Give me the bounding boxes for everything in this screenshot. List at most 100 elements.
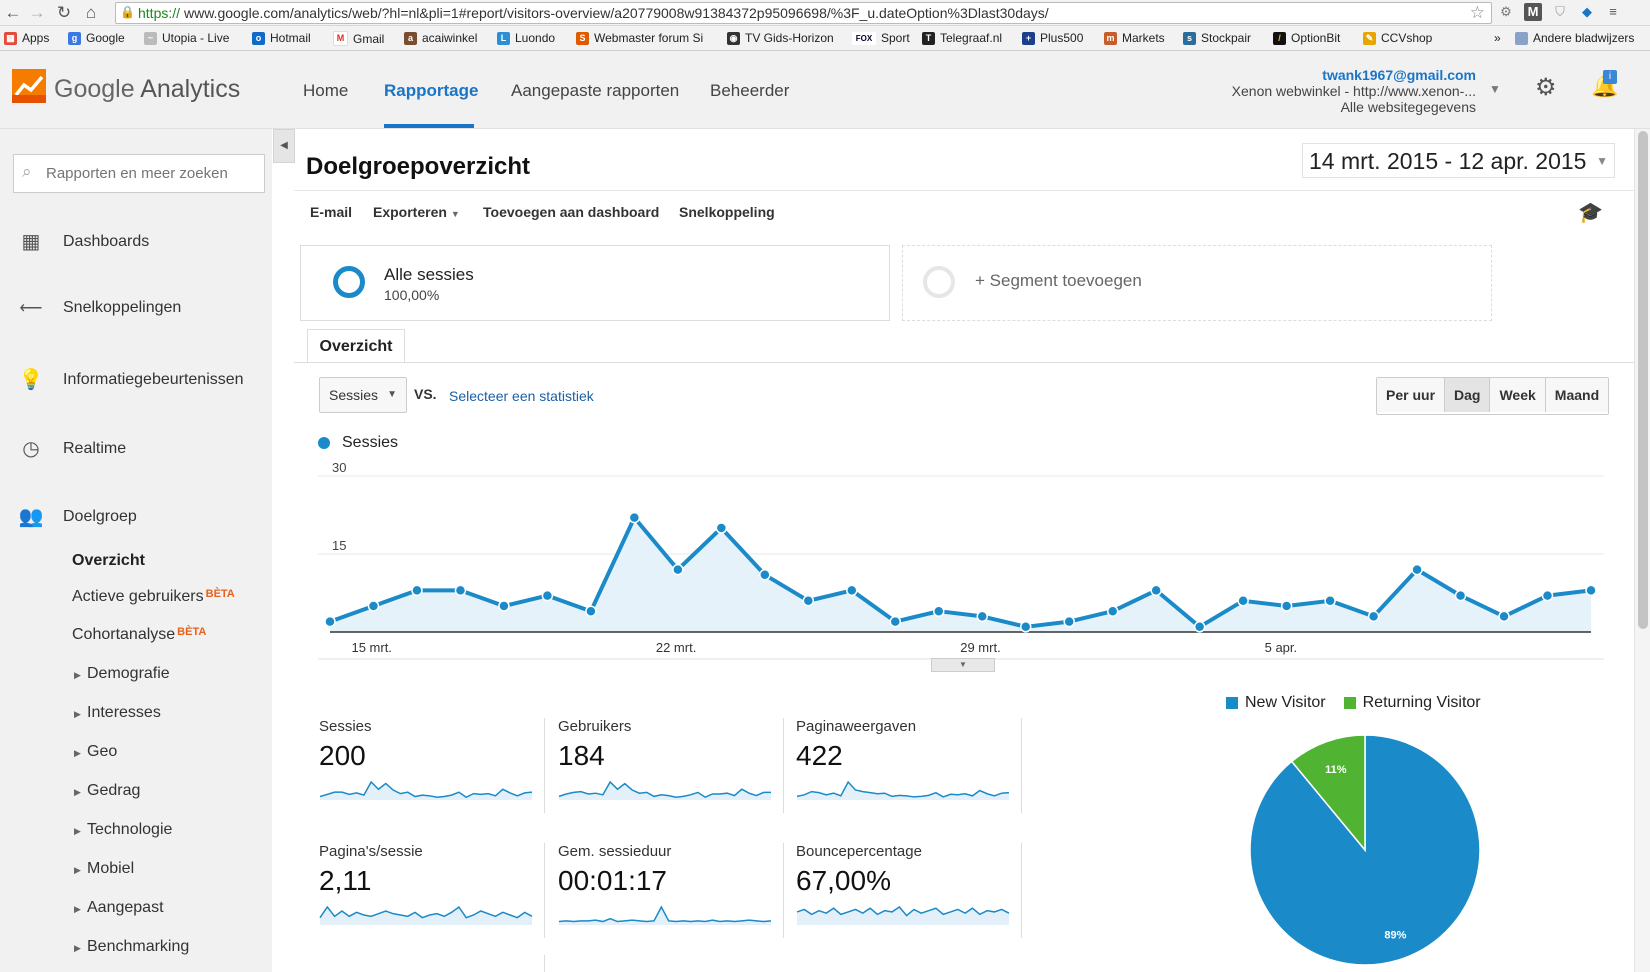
address-bar[interactable]: 🔒 https:// www.google.com/analytics/web/…	[115, 2, 1492, 24]
data-point[interactable]	[1106, 605, 1119, 617]
data-point[interactable]	[1411, 563, 1423, 576]
sidebar-collapse-icon[interactable]: ◀	[273, 129, 295, 163]
sidebar-item-geo[interactable]: Geo	[87, 743, 118, 760]
data-point[interactable]	[1150, 584, 1162, 597]
bookmark-plus500[interactable]: + Plus500	[1022, 31, 1083, 45]
bookmark-webmaster-forum[interactable]: S Webmaster forum Si	[576, 31, 703, 45]
data-point[interactable]	[498, 600, 510, 612]
kpi-avg-session-duration[interactable]: Gem. sessieduur 00:01:17	[558, 843, 783, 953]
data-point[interactable]	[802, 595, 815, 607]
data-point[interactable]	[454, 584, 467, 597]
shortcut-button[interactable]: Snelkoppeling	[679, 204, 775, 220]
nav-beheerder[interactable]: Beheerder	[710, 81, 790, 100]
bookmark-google[interactable]: g Google	[68, 31, 125, 45]
bookmark-gmail[interactable]: M Gmail	[333, 31, 384, 46]
data-point[interactable]	[367, 600, 380, 612]
data-point[interactable]	[1585, 584, 1597, 597]
account-dropdown-icon[interactable]: ▼	[1489, 82, 1501, 96]
bookmark-stockpair[interactable]: s Stockpair	[1183, 31, 1251, 45]
data-point[interactable]	[1498, 610, 1510, 623]
sidebar-item-benchmarking[interactable]: Benchmarking	[87, 938, 190, 955]
legend-returning-visitor[interactable]: Returning Visitor	[1362, 694, 1481, 711]
forward-arrow-icon[interactable]: →	[28, 3, 46, 22]
data-point[interactable]	[1019, 621, 1032, 633]
export-button[interactable]: Exporteren ▼	[373, 204, 460, 220]
sidebar-item-interesses[interactable]: Interesses	[87, 704, 161, 721]
period-day-button[interactable]: Dag	[1445, 378, 1491, 412]
settings-gear-icon[interactable]: ⚙	[1535, 74, 1557, 101]
scrollbar-thumb[interactable]	[1638, 131, 1648, 629]
account-email[interactable]: twank1967@gmail.com	[1322, 67, 1476, 83]
data-point[interactable]	[672, 563, 684, 576]
bookmark-ccvshop[interactable]: ✎ CCVshop	[1363, 31, 1432, 45]
bookmark-telegraaf[interactable]: T Telegraaf.nl	[922, 31, 1002, 45]
sidebar-item-gedrag[interactable]: Gedrag	[87, 782, 141, 799]
bookmark-markets[interactable]: m Markets	[1104, 31, 1165, 45]
home-icon[interactable]: ⌂	[85, 3, 97, 22]
graduation-cap-icon[interactable]: 🎓	[1578, 202, 1603, 224]
sidebar-item-overzicht[interactable]: Overzicht	[72, 552, 145, 569]
period-week-button[interactable]: Week	[1490, 378, 1546, 412]
kpi-sessions[interactable]: Sessies 200	[319, 718, 544, 828]
extension-shield-icon[interactable]: ⛉	[1555, 4, 1565, 19]
data-point[interactable]	[1454, 589, 1467, 602]
date-range-picker[interactable]: 14 mrt. 2015 - 12 apr. 2015 ▼	[1302, 143, 1615, 178]
data-point[interactable]	[585, 605, 597, 617]
bookmark-other[interactable]: Andere bladwijzers	[1515, 31, 1634, 45]
nav-aangepaste-rapporten[interactable]: Aangepaste rapporten	[511, 81, 680, 100]
legend-new-visitor[interactable]: New Visitor	[1245, 694, 1326, 711]
bookmark-luondo[interactable]: L Luondo	[497, 31, 555, 45]
sidebar-item-aangepast[interactable]: Aangepast	[87, 899, 164, 916]
account-view[interactable]: Alle websitegegevens	[1340, 99, 1476, 115]
nav-home[interactable]: Home	[303, 81, 349, 100]
sidebar-item-demografie[interactable]: Demografie	[87, 665, 170, 682]
data-point[interactable]	[846, 584, 858, 597]
data-point[interactable]	[1367, 610, 1380, 623]
data-point[interactable]	[759, 569, 771, 581]
sidebar-item-informatiegebeurtenissen[interactable]: 💡 Informatiegebeurtenissen	[18, 367, 244, 392]
bookmark-star-icon[interactable]: ☆	[1469, 3, 1485, 22]
data-point[interactable]	[1280, 600, 1293, 612]
data-point[interactable]	[715, 522, 728, 534]
sidebar-item-actieve-gebruikers[interactable]: Actieve gebruikers BÈTA	[72, 588, 235, 606]
bookmark-tv-gids[interactable]: ◉ TV Gids-Horizon	[727, 31, 834, 45]
kpi-pages-per-session[interactable]: Pagina's/sessie 2,11	[319, 843, 544, 953]
kpi-pageviews[interactable]: Paginaweergaven 422	[796, 718, 1021, 828]
reload-icon[interactable]: ↻	[56, 3, 72, 22]
account-property[interactable]: Xenon webwinkel - http://www.xenon-...	[1231, 83, 1476, 99]
browser-menu-icon[interactable]: ≡	[1609, 4, 1617, 19]
data-point[interactable]	[889, 615, 902, 628]
nav-rapportage[interactable]: Rapportage	[384, 81, 479, 100]
pie-slice[interactable]	[1290, 734, 1366, 853]
data-point[interactable]	[1193, 621, 1206, 633]
bookmark-sport[interactable]: FOX Sport	[852, 31, 910, 45]
period-hourly-button[interactable]: Per uur	[1377, 378, 1446, 412]
sidebar-item-doelgroep[interactable]: 👥 Doelgroep	[18, 504, 137, 529]
sidebar-item-technologie[interactable]: Technologie	[87, 821, 173, 838]
data-point[interactable]	[1237, 595, 1249, 607]
select-statistic-link[interactable]: Selecteer een statistiek	[449, 388, 594, 404]
extension-dropbox-icon[interactable]: ◆	[1582, 4, 1592, 19]
bookmark-hotmail[interactable]: o Hotmail	[252, 31, 311, 45]
sidebar-item-cohortanalyse[interactable]: Cohortanalyse BÈTA	[72, 626, 206, 644]
sidebar-item-snelkoppelingen[interactable]: ⟵ Snelkoppelingen	[18, 298, 182, 318]
bookmark-apps[interactable]: ▦ Apps	[4, 31, 49, 45]
email-button[interactable]: E-mail	[310, 204, 353, 220]
add-to-dashboard-button[interactable]: Toevoegen aan dashboard	[483, 204, 660, 220]
data-point[interactable]	[976, 610, 988, 623]
period-month-button[interactable]: Maand	[1545, 378, 1609, 412]
kpi-bounce-rate[interactable]: Bouncepercentage 67,00%	[796, 843, 1021, 953]
sidebar-item-realtime[interactable]: ◷ Realtime	[18, 436, 126, 461]
segment-all-sessions[interactable]: Alle sessies 100,00%	[300, 245, 890, 321]
extension-gear-icon[interactable]: ⚙	[1500, 4, 1512, 19]
data-point[interactable]	[324, 615, 336, 628]
legend-label[interactable]: Sessies	[342, 434, 399, 451]
bookmark-optionbit[interactable]: / OptionBit	[1273, 31, 1340, 45]
data-point[interactable]	[1324, 595, 1336, 607]
analytics-logo-icon[interactable]	[12, 69, 46, 103]
extension-m-icon[interactable]: M	[1524, 3, 1542, 21]
sidebar-item-dashboards[interactable]: ▦ Dashboards	[18, 229, 150, 254]
add-segment-box[interactable]: + Segment toevoegen	[902, 245, 1492, 321]
back-arrow-icon[interactable]: ←	[4, 3, 22, 22]
data-point[interactable]	[1541, 589, 1554, 602]
